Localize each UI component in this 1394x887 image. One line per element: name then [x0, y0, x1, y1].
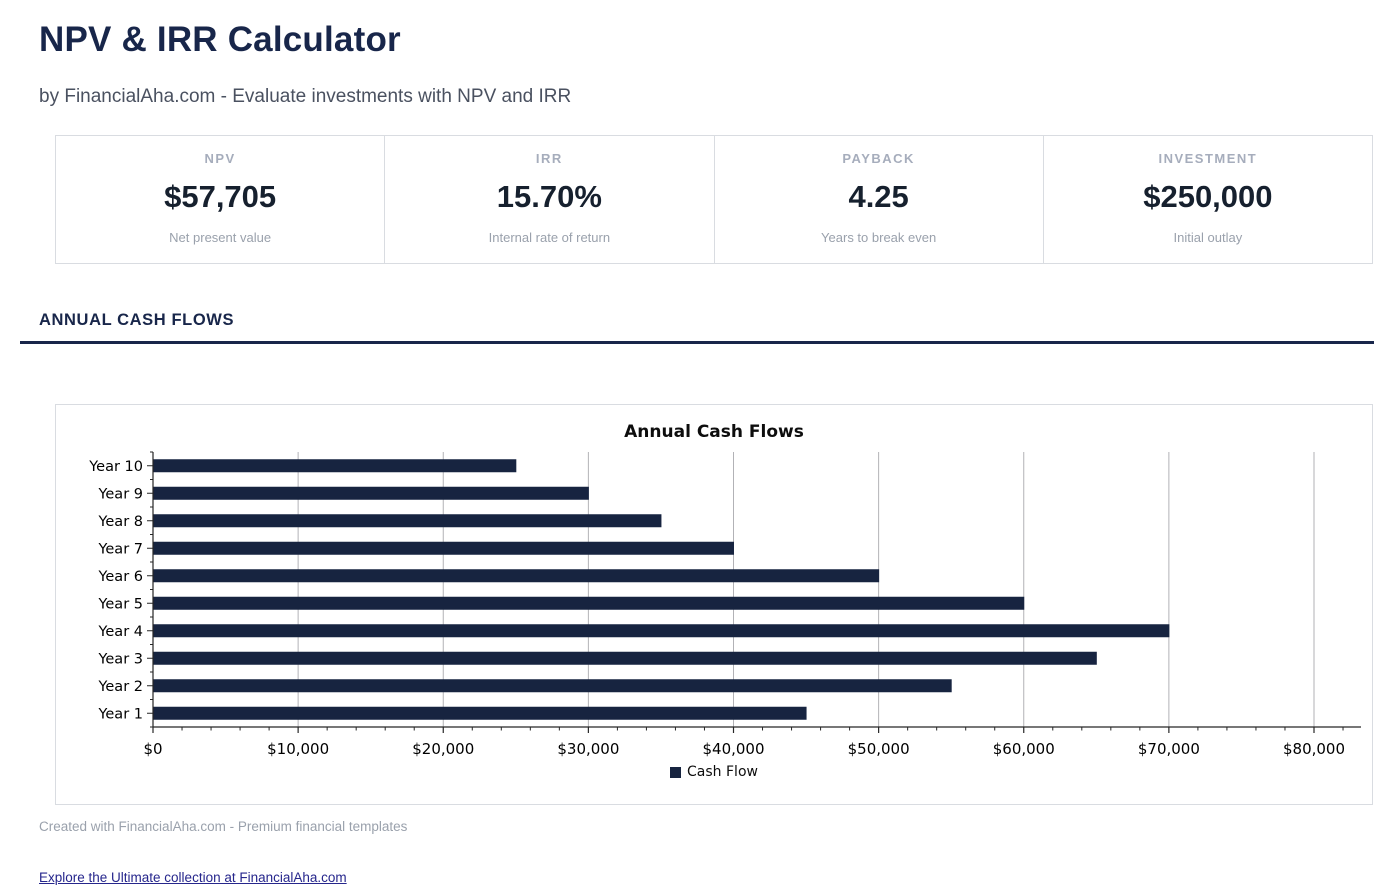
page-title: NPV & IRR Calculator: [39, 20, 401, 59]
chart-legend: Cash Flow: [56, 764, 1372, 780]
stat-sublabel: Internal rate of return: [488, 230, 611, 245]
stat-value: 4.25: [848, 179, 909, 214]
x-tick-label: $40,000: [702, 740, 764, 758]
x-tick-label: $10,000: [267, 740, 329, 758]
stat-label: PAYBACK: [842, 151, 915, 166]
stat-card-npv: NPV $57,705 Net present value: [56, 136, 386, 263]
stat-sublabel: Years to break even: [821, 230, 937, 245]
x-tick-label: $80,000: [1283, 740, 1345, 758]
bar-year-5: [153, 596, 1025, 610]
stat-value: $57,705: [164, 179, 277, 214]
y-tick-label: Year 6: [97, 569, 143, 585]
stat-value: $250,000: [1143, 179, 1273, 214]
stat-label: INVESTMENT: [1158, 151, 1258, 166]
legend-label-cash-flow: Cash Flow: [687, 764, 758, 780]
bar-year-10: [153, 459, 517, 473]
stat-value: 15.70%: [496, 179, 602, 214]
stat-label: NPV: [204, 151, 236, 166]
y-tick-label: Year 2: [97, 679, 143, 695]
stat-card-investment: INVESTMENT $250,000 Initial outlay: [1044, 136, 1372, 263]
y-tick-label: Year 4: [97, 624, 143, 640]
bar-year-4: [153, 624, 1170, 638]
bar-year-8: [153, 514, 662, 528]
section-divider: ANNUAL CASH FLOWS: [20, 311, 1374, 344]
stats-row: NPV $57,705 Net present value IRR 15.70%…: [55, 135, 1373, 264]
footer-note: Created with FinancialAha.com - Premium …: [39, 819, 408, 834]
y-tick-label: Year 8: [97, 514, 143, 530]
bar-year-3: [153, 651, 1097, 665]
x-tick-label: $20,000: [412, 740, 474, 758]
y-tick-label: Year 5: [97, 596, 143, 612]
y-tick-label: Year 1: [97, 706, 143, 722]
y-tick-label: Year 3: [97, 651, 143, 667]
x-tick-label: $50,000: [848, 740, 910, 758]
x-tick-label: $0: [143, 740, 162, 758]
stat-card-payback: PAYBACK 4.25 Years to break even: [715, 136, 1044, 263]
stat-card-irr: IRR 15.70% Internal rate of return: [385, 136, 715, 263]
bar-year-1: [153, 706, 807, 720]
y-tick-label: Year 10: [88, 459, 143, 475]
stat-sublabel: Net present value: [169, 230, 272, 245]
bar-year-7: [153, 541, 734, 555]
cash-flow-chart-panel: Annual Cash Flows Year 10 Year 9 Year 8 Yea…: [55, 404, 1373, 805]
x-tick-label: $60,000: [993, 740, 1055, 758]
y-tick-label: Year 7: [97, 541, 143, 557]
stat-sublabel: Initial outlay: [1173, 230, 1243, 245]
y-tick-label: Year 9: [97, 486, 143, 502]
section-heading: ANNUAL CASH FLOWS: [39, 311, 235, 329]
x-tick-label: $70,000: [1138, 740, 1200, 758]
legend-swatch-cash-flow: [670, 766, 682, 778]
cash-flow-bar-chart: Year 10 Year 9 Year 8 Year 7 Year 6 Year 5 Yea…: [88, 451, 1361, 758]
page-subtitle: by FinancialAha.com - Evaluate investmen…: [39, 86, 572, 107]
stat-label: IRR: [535, 151, 563, 166]
bar-year-2: [153, 679, 952, 693]
bar-year-9: [153, 486, 589, 500]
bar-year-6: [153, 569, 880, 583]
chart-title: Annual Cash Flows: [624, 422, 804, 442]
x-tick-label: $30,000: [557, 740, 619, 758]
explore-collection-link[interactable]: Explore the Ultimate collection at Finan…: [39, 870, 347, 885]
